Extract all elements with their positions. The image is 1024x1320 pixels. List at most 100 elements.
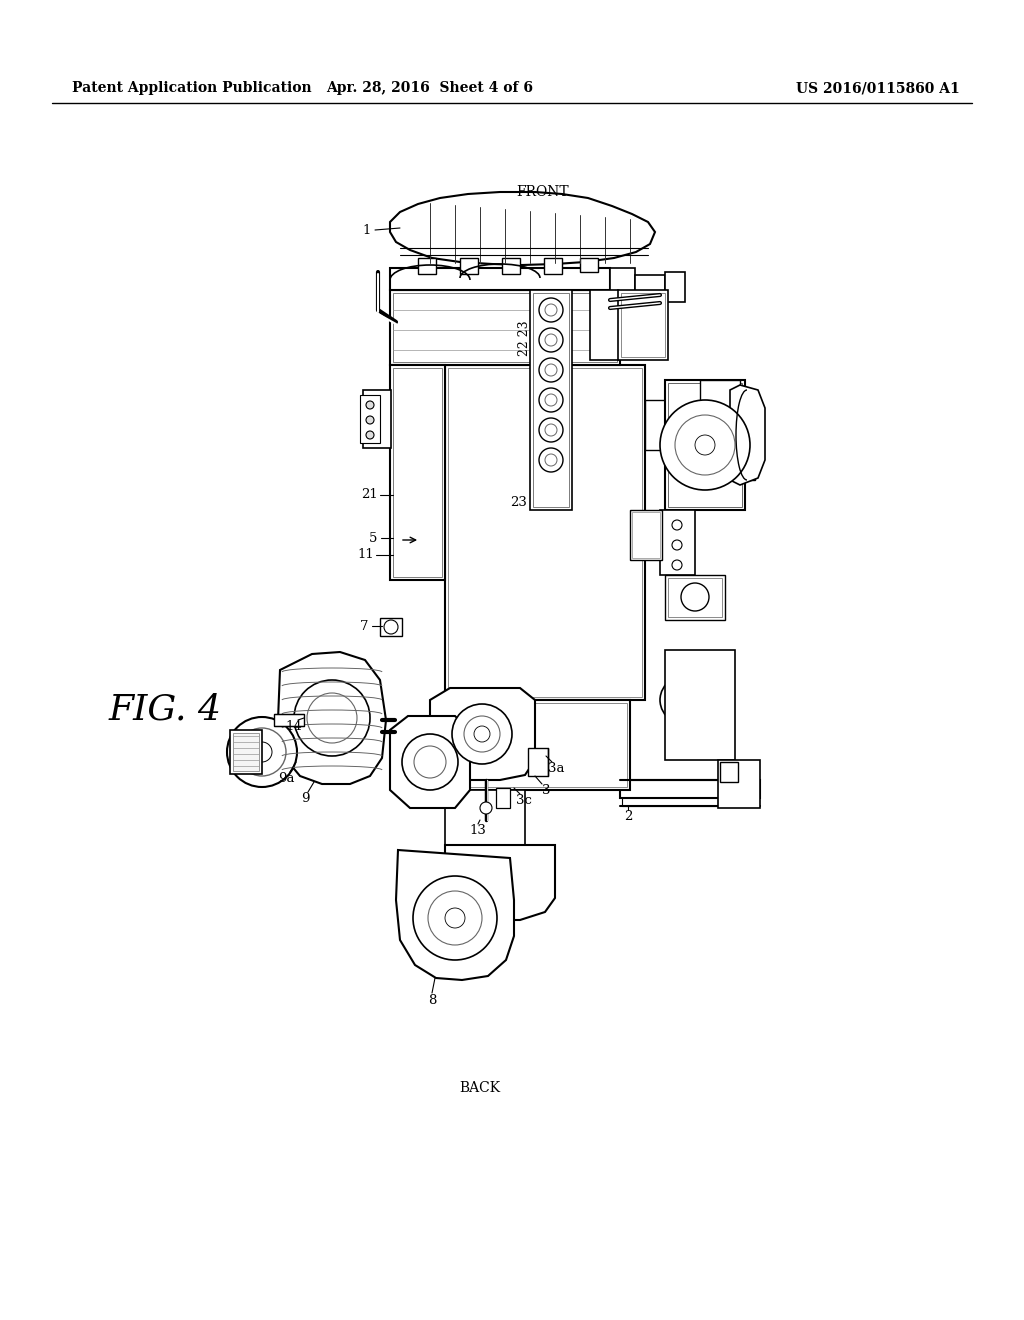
Bar: [502, 257, 520, 275]
Bar: [700, 380, 740, 436]
Circle shape: [675, 414, 735, 475]
Bar: [445, 366, 645, 700]
Circle shape: [474, 726, 490, 742]
Bar: [460, 257, 478, 275]
Circle shape: [428, 891, 482, 945]
Circle shape: [452, 704, 512, 764]
Polygon shape: [445, 845, 555, 920]
Polygon shape: [278, 652, 386, 784]
Circle shape: [545, 334, 557, 346]
Polygon shape: [390, 715, 470, 808]
Bar: [496, 788, 510, 808]
Circle shape: [366, 432, 374, 440]
Bar: [530, 290, 572, 510]
Circle shape: [414, 746, 446, 777]
Text: 11: 11: [357, 549, 375, 561]
Bar: [390, 272, 606, 286]
Bar: [393, 293, 617, 362]
Bar: [390, 268, 610, 290]
Circle shape: [545, 304, 557, 315]
Bar: [635, 275, 665, 300]
Circle shape: [445, 908, 465, 928]
Text: 3c: 3c: [516, 793, 531, 807]
Bar: [665, 576, 725, 620]
Polygon shape: [430, 688, 535, 780]
Text: 23: 23: [511, 496, 527, 510]
Text: 5: 5: [369, 532, 377, 544]
Bar: [645, 400, 665, 450]
Circle shape: [681, 583, 709, 611]
Text: FRONT: FRONT: [517, 185, 569, 199]
Circle shape: [672, 560, 682, 570]
Polygon shape: [396, 850, 514, 979]
Circle shape: [539, 298, 563, 322]
Text: FIG. 4: FIG. 4: [109, 693, 221, 727]
Bar: [233, 733, 259, 771]
Text: Apr. 28, 2016  Sheet 4 of 6: Apr. 28, 2016 Sheet 4 of 6: [327, 81, 534, 95]
Circle shape: [672, 540, 682, 550]
Text: US 2016/0115860 A1: US 2016/0115860 A1: [797, 81, 961, 95]
Polygon shape: [590, 290, 648, 360]
Text: 9: 9: [301, 792, 309, 804]
Text: 3: 3: [542, 784, 550, 796]
Bar: [630, 510, 662, 560]
Bar: [622, 799, 758, 807]
Polygon shape: [390, 191, 655, 265]
Bar: [665, 649, 735, 760]
Circle shape: [227, 717, 297, 787]
Bar: [720, 762, 738, 781]
Bar: [580, 257, 598, 272]
Bar: [632, 512, 660, 558]
Bar: [618, 290, 668, 360]
Circle shape: [294, 680, 370, 756]
Text: 21: 21: [361, 488, 379, 502]
Circle shape: [480, 803, 492, 814]
Text: 7: 7: [359, 619, 369, 632]
Bar: [449, 704, 627, 787]
Bar: [445, 789, 525, 845]
Circle shape: [672, 520, 682, 531]
Circle shape: [366, 401, 374, 409]
Bar: [621, 293, 665, 356]
Bar: [718, 760, 760, 808]
Text: 1: 1: [362, 223, 371, 236]
Text: 8: 8: [428, 994, 436, 1006]
Bar: [620, 780, 760, 799]
Bar: [418, 257, 436, 275]
Bar: [544, 257, 562, 275]
Bar: [534, 293, 569, 507]
Circle shape: [402, 734, 458, 789]
Text: 22 23: 22 23: [517, 321, 530, 356]
Text: 9a: 9a: [278, 771, 294, 784]
Circle shape: [539, 447, 563, 473]
Circle shape: [366, 416, 374, 424]
Bar: [393, 368, 442, 577]
Circle shape: [695, 436, 715, 455]
Circle shape: [307, 693, 357, 743]
Text: 3a: 3a: [548, 762, 564, 775]
Circle shape: [384, 620, 398, 634]
Bar: [449, 368, 642, 697]
Circle shape: [238, 729, 286, 776]
Circle shape: [539, 388, 563, 412]
Circle shape: [252, 742, 272, 762]
Bar: [740, 389, 755, 480]
Bar: [665, 380, 745, 510]
Circle shape: [539, 327, 563, 352]
Text: 13: 13: [470, 824, 486, 837]
Bar: [668, 578, 722, 616]
Bar: [230, 730, 262, 774]
Bar: [668, 383, 742, 507]
Circle shape: [660, 400, 750, 490]
Circle shape: [464, 715, 500, 752]
Circle shape: [545, 454, 557, 466]
Bar: [274, 714, 304, 726]
Text: Patent Application Publication: Patent Application Publication: [72, 81, 311, 95]
Bar: [610, 268, 635, 306]
Bar: [445, 700, 630, 789]
Circle shape: [539, 418, 563, 442]
Bar: [390, 290, 620, 366]
Bar: [380, 618, 402, 636]
Bar: [360, 395, 380, 444]
Text: 14: 14: [286, 719, 302, 733]
